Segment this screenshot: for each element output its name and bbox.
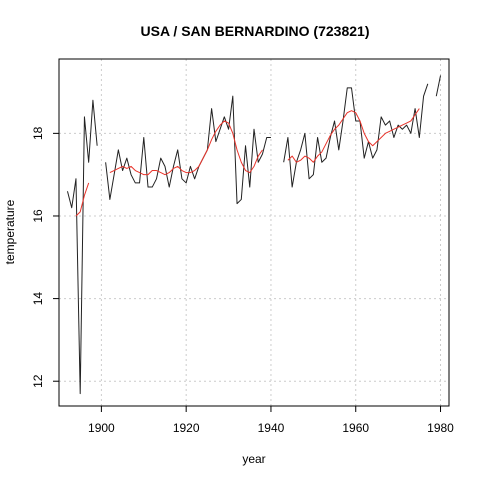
y-tick-label-16: 16 xyxy=(31,209,45,223)
x-tick-label-1940: 1940 xyxy=(258,421,285,435)
smoothed-line-segment-1 xyxy=(109,120,263,176)
smoothed-line-segment-2 xyxy=(287,108,420,163)
axes: 1900 1920 1940 1960 1980 12 14 16 18 xyxy=(31,126,454,435)
annual-line-segment-2 xyxy=(283,83,429,188)
chart-title: USA / SAN BERNARDINO (723821) xyxy=(141,23,370,39)
y-tick-label-14: 14 xyxy=(31,292,45,306)
x-tick-label-1960: 1960 xyxy=(342,421,369,435)
y-tick-label-12: 12 xyxy=(31,374,45,388)
x-tick-label-1900: 1900 xyxy=(88,421,115,435)
annual-line-segment-1 xyxy=(105,95,271,205)
series-layer xyxy=(66,75,442,395)
annual-line-segment-0 xyxy=(66,99,98,395)
x-tick-label-1920: 1920 xyxy=(173,421,200,435)
x-axis-label: year xyxy=(242,452,265,466)
y-axis-label: temperature xyxy=(3,199,17,264)
annual-line-segment-3 xyxy=(435,75,442,97)
smoothed-line-segment-0 xyxy=(75,182,90,217)
plot-frame xyxy=(58,58,450,407)
y-tick-label-18: 18 xyxy=(31,126,45,140)
x-tick-label-1980: 1980 xyxy=(427,421,454,435)
grid xyxy=(59,59,449,406)
